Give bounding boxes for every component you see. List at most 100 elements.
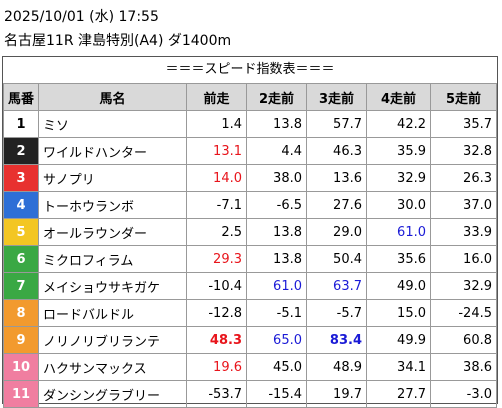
speed-value: 35.9 xyxy=(366,137,431,165)
horse-number: 4 xyxy=(3,191,39,219)
row: 3 サノプリ 14.0 38.0 13.6 32.9 26.3 xyxy=(3,164,497,192)
speed-value: 45.0 xyxy=(246,353,307,381)
horse-number: 11 xyxy=(3,380,39,408)
speed-value: 37.0 xyxy=(430,191,497,219)
horse-name: メイショウサキガケ xyxy=(38,272,187,300)
race-info: 名古屋11R 津島特別(A4) ダ1400m xyxy=(4,33,232,49)
speed-value: 27.7 xyxy=(366,380,431,408)
speed-value: 42.2 xyxy=(366,110,431,138)
column-header: 2走前 xyxy=(246,83,307,111)
speed-value: -5.7 xyxy=(306,299,367,327)
speed-value: 13.8 xyxy=(246,245,307,273)
row: 1 ミソ 1.4 13.8 57.7 42.2 35.7 xyxy=(3,110,497,138)
speed-value: 30.0 xyxy=(366,191,431,219)
speed-value: 19.7 xyxy=(306,380,367,408)
speed-value: 13.8 xyxy=(246,110,307,138)
horse-number: 9 xyxy=(3,326,39,354)
speed-value: 29.0 xyxy=(306,218,367,246)
horse-name: サノプリ xyxy=(38,164,187,192)
row: 8 ロードバルドル -12.8 -5.1 -5.7 15.0 -24.5 xyxy=(3,299,497,327)
speed-value: 38.6 xyxy=(430,353,497,381)
horse-number: 1 xyxy=(3,110,39,138)
speed-value: -7.1 xyxy=(186,191,247,219)
column-header: 前走 xyxy=(186,83,247,111)
horse-number: 2 xyxy=(3,137,39,165)
speed-value: 35.7 xyxy=(430,110,497,138)
speed-value: 63.7 xyxy=(306,272,367,300)
column-header: 4走前 xyxy=(366,83,431,111)
speed-value: 13.8 xyxy=(246,218,307,246)
speed-value: 60.8 xyxy=(430,326,497,354)
table-title: ＝＝＝スピード指数表＝＝＝ xyxy=(165,62,335,77)
speed-value: 33.9 xyxy=(430,218,497,246)
speed-value: 48.3 xyxy=(186,326,247,354)
column-header: 5走前 xyxy=(430,83,497,111)
speed-value: 27.6 xyxy=(306,191,367,219)
speed-value: 83.4 xyxy=(306,326,367,354)
speed-value: 29.3 xyxy=(186,245,247,273)
row: 5 オールラウンダー 2.5 13.8 29.0 61.0 33.9 xyxy=(3,218,497,246)
speed-value: 35.6 xyxy=(366,245,431,273)
speed-value: 32.9 xyxy=(430,272,497,300)
speed-value: 14.0 xyxy=(186,164,247,192)
speed-value: 4.4 xyxy=(246,137,307,165)
column-header: 馬名 xyxy=(38,83,187,111)
speed-value: 65.0 xyxy=(246,326,307,354)
speed-value: 48.9 xyxy=(306,353,367,381)
horse-name: ワイルドハンター xyxy=(38,137,187,165)
speed-value: -24.5 xyxy=(430,299,497,327)
speed-value: 46.3 xyxy=(306,137,367,165)
speed-value: 2.5 xyxy=(186,218,247,246)
row: 9 ノリノリブリランテ 48.3 65.0 83.4 49.9 60.8 xyxy=(3,326,497,354)
row: 2 ワイルドハンター 13.1 4.4 46.3 35.9 32.8 xyxy=(3,137,497,165)
horse-name: オールラウンダー xyxy=(38,218,187,246)
speed-value: -15.4 xyxy=(246,380,307,408)
speed-value: 61.0 xyxy=(366,218,431,246)
speed-value: -12.8 xyxy=(186,299,247,327)
header-row: 馬番 馬名 前走 2走前 3走前 4走前 5走前 xyxy=(3,83,497,111)
speed-value: 32.8 xyxy=(430,137,497,165)
horse-name: ミソ xyxy=(38,110,187,138)
speed-value: 32.9 xyxy=(366,164,431,192)
horse-name: ハクサンマックス xyxy=(38,353,187,381)
speed-value: -10.4 xyxy=(186,272,247,300)
speed-value: -6.5 xyxy=(246,191,307,219)
horse-number: 3 xyxy=(3,164,39,192)
horse-name: ノリノリブリランテ xyxy=(38,326,187,354)
datetime: 2025/10/01 (水) 17:55 xyxy=(4,9,159,25)
horse-number: 8 xyxy=(3,299,39,327)
speed-value: 61.0 xyxy=(246,272,307,300)
horse-name: ミクロフィラム xyxy=(38,245,187,273)
speed-value: 15.0 xyxy=(366,299,431,327)
horse-name: トーホウランボ xyxy=(38,191,187,219)
speed-value: 19.6 xyxy=(186,353,247,381)
horse-number: 5 xyxy=(3,218,39,246)
horse-number: 7 xyxy=(3,272,39,300)
speed-value: 50.4 xyxy=(306,245,367,273)
row: 6 ミクロフィラム 29.3 13.8 50.4 35.6 16.0 xyxy=(3,245,497,273)
speed-index-panel: ＝＝＝スピード指数表＝＝＝ 馬番 馬名 前走 2走前 3走前 4走前 5走前 1 ミソ 1.4 1… xyxy=(2,56,498,408)
speed-value: 13.1 xyxy=(186,137,247,165)
speed-value: -53.7 xyxy=(186,380,247,408)
speed-value: 57.7 xyxy=(306,110,367,138)
column-header: 馬番 xyxy=(3,83,39,111)
horse-name: ダンシングラブリー xyxy=(38,380,187,408)
speed-value: 49.9 xyxy=(366,326,431,354)
speed-value: 49.0 xyxy=(366,272,431,300)
speed-value: 13.6 xyxy=(306,164,367,192)
row: 4 トーホウランボ -7.1 -6.5 27.6 30.0 37.0 xyxy=(3,191,497,219)
horse-number: 10 xyxy=(3,353,39,381)
column-header: 3走前 xyxy=(306,83,367,111)
speed-value: 34.1 xyxy=(366,353,431,381)
row: 7 メイショウサキガケ -10.4 61.0 63.7 49.0 32.9 xyxy=(3,272,497,300)
speed-value: 16.0 xyxy=(430,245,497,273)
row: 11 ダンシングラブリー -53.7 -15.4 19.7 27.7 -3.0 xyxy=(3,380,497,408)
speed-value: -5.1 xyxy=(246,299,307,327)
speed-value: -3.0 xyxy=(430,380,497,408)
horse-number: 6 xyxy=(3,245,39,273)
speed-table: 馬番 馬名 前走 2走前 3走前 4走前 5走前 1 ミソ 1.4 13.8 57.7 42.2 35.… xyxy=(3,83,497,408)
speed-value: 1.4 xyxy=(186,110,247,138)
horse-name: ロードバルドル xyxy=(38,299,187,327)
speed-value: 38.0 xyxy=(246,164,307,192)
